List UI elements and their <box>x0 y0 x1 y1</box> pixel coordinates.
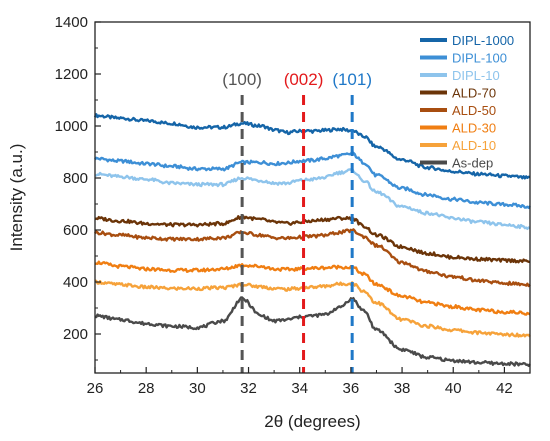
legend-label: ALD-10 <box>452 138 496 153</box>
series-line <box>94 167 531 230</box>
x-tick-label: 32 <box>240 380 257 397</box>
x-tick-label: 26 <box>87 380 104 397</box>
y-axis-title: Intensity (a.u.) <box>7 144 26 252</box>
legend-label: DIPL-100 <box>452 51 507 66</box>
legend-label: ALD-30 <box>452 121 496 136</box>
peak-label: (101) <box>332 70 372 89</box>
series-line <box>94 260 531 316</box>
reference-lines: (100) (002) (101) <box>222 70 372 373</box>
x-tick-label: 42 <box>496 380 513 397</box>
plot-frame <box>94 21 531 374</box>
series-line <box>95 296 531 367</box>
series-line <box>94 279 531 338</box>
legend-label: As-dep <box>452 156 493 171</box>
x-tick-label: 28 <box>138 380 155 397</box>
x-tick-label: 30 <box>189 380 206 397</box>
legend-label: DIPL-1000 <box>452 33 514 48</box>
series-line <box>94 215 531 264</box>
series-line <box>94 151 531 210</box>
x-tick-label: 34 <box>291 380 308 397</box>
legend-label: ALD-50 <box>452 103 496 118</box>
x-tick-label: 38 <box>394 380 411 397</box>
x-tick-label: 36 <box>343 380 360 397</box>
legend-label: ALD-70 <box>452 86 496 101</box>
y-tick-label: 200 <box>63 326 88 343</box>
series-line <box>94 228 531 288</box>
axis-ticks: 26 28 30 32 34 36 38 40 42 200 400 600 800 1000 1200 14… <box>55 14 513 397</box>
y-tick-label: 800 <box>63 170 88 187</box>
x-axis-title: 2θ (degrees) <box>264 412 360 431</box>
y-tick-label: 400 <box>63 274 88 291</box>
legend: DIPL-1000 DIPL-100 DIPL-10 ALD-70 ALD-50 ALD-… <box>420 33 514 171</box>
series-layer <box>93 113 531 367</box>
y-tick-label: 1400 <box>55 14 88 31</box>
y-tick-label: 1000 <box>55 118 88 135</box>
legend-label: DIPL-10 <box>452 68 500 83</box>
x-tick-label: 40 <box>445 380 462 397</box>
peak-label: (100) <box>222 70 262 89</box>
y-tick-label: 1200 <box>55 66 88 83</box>
y-tick-label: 600 <box>63 222 88 239</box>
series-line <box>93 113 531 180</box>
peak-label: (002) <box>284 70 324 89</box>
